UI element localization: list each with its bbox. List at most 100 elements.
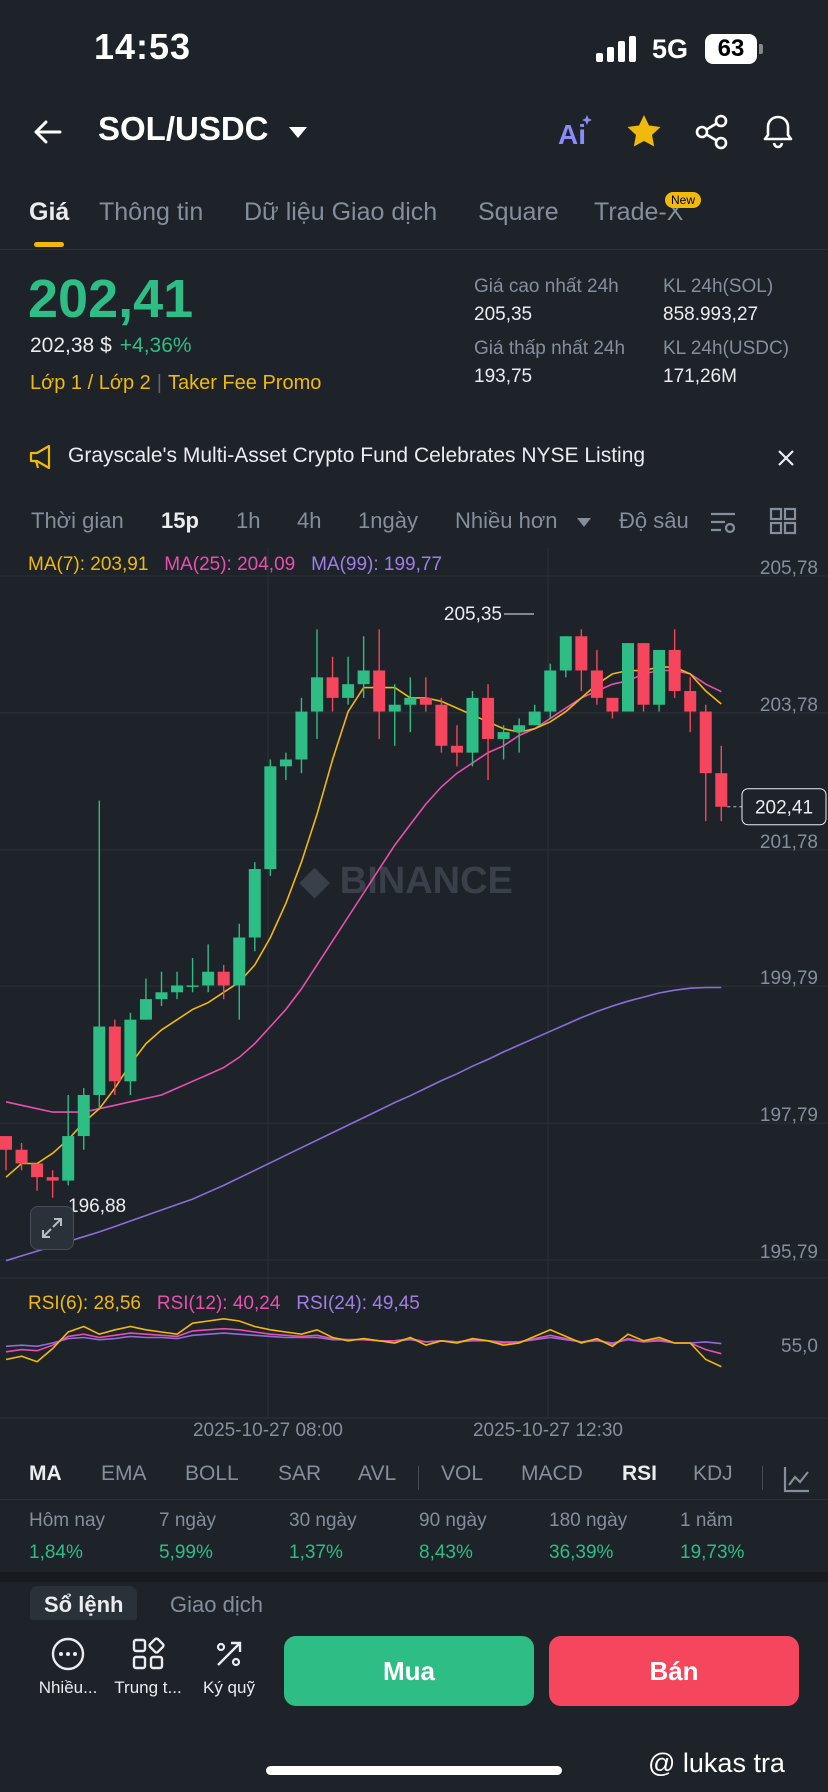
signal-icon — [596, 36, 638, 62]
close-icon[interactable] — [776, 448, 796, 468]
tab-trades[interactable]: Giao dịch — [170, 1592, 263, 1617]
back-arrow-icon[interactable] — [30, 114, 66, 150]
y-tick-label: 205,78 — [760, 558, 818, 579]
stat-high: Giá cao nhất 24h 205,35 — [474, 276, 619, 326]
interval-time[interactable]: Thời gian — [31, 508, 124, 533]
chevron-down-icon[interactable] — [289, 127, 307, 138]
layout-grid-icon[interactable] — [768, 506, 798, 536]
interval-1ngay[interactable]: 1ngày — [358, 508, 418, 533]
ind-rsi[interactable]: RSI — [622, 1462, 658, 1485]
stat-vol-usdc-value: 171,26M — [663, 366, 737, 387]
tab-du-lieu-giao-dich[interactable]: Dữ liệu Giao dịch — [244, 198, 438, 226]
interval-15p[interactable]: 15p — [161, 508, 199, 533]
candle-body — [233, 937, 246, 986]
candle-body — [295, 711, 308, 760]
expand-icon — [42, 1218, 62, 1238]
sell-button[interactable]: Bán — [549, 1636, 799, 1706]
ind-ma[interactable]: MA — [29, 1462, 62, 1485]
interval-more[interactable]: Nhiều hơn — [455, 508, 558, 533]
expand-chart-button[interactable] — [30, 1206, 74, 1250]
ind-avl[interactable]: AVL — [358, 1462, 397, 1485]
interval-depth[interactable]: Độ sâu — [619, 508, 689, 533]
perf-7d: 7 ngày 5,99% — [159, 1510, 216, 1564]
candle-body — [404, 697, 417, 705]
status-bar: 14:53 5G 63 — [0, 0, 828, 100]
interval-4h[interactable]: 4h — [297, 508, 322, 533]
stat-vol-usdc-label: KL 24h(USDC) — [663, 338, 790, 359]
interval-1h[interactable]: 1h — [236, 508, 261, 533]
candle-body — [373, 670, 386, 712]
ind-macd[interactable]: MACD — [521, 1462, 583, 1485]
more-caret-icon[interactable] — [577, 518, 591, 527]
bell-icon[interactable] — [758, 112, 798, 152]
ind-boll[interactable]: BOLL — [185, 1462, 239, 1485]
share-icon[interactable] — [692, 112, 732, 152]
chart-settings-icon[interactable] — [782, 1464, 812, 1494]
star-icon[interactable] — [624, 112, 664, 152]
ind-vol[interactable]: VOL — [441, 1462, 484, 1485]
megaphone-icon — [29, 444, 51, 470]
candlestick-chart[interactable]: ◆ BINANCE 205,78 203,78 201,78 199,79 197,79 1… — [0, 548, 828, 1448]
center-button[interactable]: Trung t... — [111, 1636, 185, 1698]
perf-value: 36,39% — [549, 1542, 614, 1563]
news-banner[interactable]: Grayscale's Multi-Asset Crypto Fund Cele… — [0, 436, 828, 478]
buy-button[interactable]: Mua — [284, 1636, 534, 1706]
candle-body — [419, 697, 432, 705]
stat-low-label: Giá thấp nhất 24h — [474, 338, 626, 359]
rsi12-legend: RSI(12): 40,24 — [156, 1293, 281, 1314]
candle-body — [715, 773, 728, 807]
price-change: +4,36% — [119, 334, 192, 357]
candle-body — [637, 643, 650, 705]
candle-body — [77, 1094, 90, 1137]
rsi-legend: RSI(6): 28,56 RSI(12): 40,24 RSI(24): 49… — [28, 1293, 420, 1315]
candle-body — [559, 636, 572, 671]
pair-title[interactable]: SOL/USDC — [98, 110, 269, 147]
indicator-settings-icon[interactable] — [708, 508, 738, 538]
y-tick-label: 197,79 — [760, 1105, 818, 1126]
tab-gia[interactable]: Giá — [29, 198, 70, 226]
tab-square[interactable]: Square — [478, 198, 559, 226]
candle-body — [62, 1136, 75, 1181]
candle-body — [622, 643, 634, 712]
margin-button[interactable]: Ký quỹ — [192, 1636, 266, 1698]
watermark-text: @ lukas tra — [648, 1748, 785, 1778]
indicator-tabs: MA EMA BOLL SAR AVL VOL MACD RSI KDJ — [0, 1454, 828, 1500]
interval-bar: Thời gian 15p 1h 4h 1ngày Nhiều hơn Độ s… — [0, 500, 828, 544]
tab-thong-tin[interactable]: Thông tin — [99, 198, 204, 226]
ai-icon[interactable]: Ai — [556, 112, 596, 152]
tag-line: Lớp 1 / Lớp 2 | Taker Fee Promo — [30, 372, 321, 395]
perf-label: 30 ngày — [289, 1510, 357, 1531]
taker-fee-tag[interactable]: Taker Fee Promo — [167, 372, 322, 394]
ma-legend: MA(7): 203,91 MA(25): 204,09 MA(99): 199… — [28, 554, 442, 576]
candle-body — [513, 725, 526, 733]
y-tick-label: 199,79 — [760, 968, 818, 989]
candle-body — [466, 697, 479, 753]
news-text[interactable]: Grayscale's Multi-Asset Crypto Fund Cele… — [68, 444, 646, 467]
layer-tag[interactable]: Lớp 1 / Lớp 2 — [30, 372, 151, 394]
stat-vol-sol-label: KL 24h(SOL) — [663, 276, 774, 297]
candle-body — [450, 745, 463, 753]
candle-body — [326, 677, 339, 698]
active-tab-indicator — [34, 242, 64, 247]
candle-body — [388, 704, 401, 712]
header: SOL/USDC Ai — [0, 100, 828, 166]
ind-ema[interactable]: EMA — [101, 1462, 147, 1485]
tab-order-book[interactable]: Sổ lệnh — [30, 1586, 138, 1624]
performance-row: Hôm nay 1,84% 7 ngày 5,99% 30 ngày 1,37% 90… — [0, 1510, 828, 1570]
more-button[interactable]: Nhiều... — [31, 1636, 105, 1698]
perf-value: 1,37% — [289, 1542, 343, 1563]
usd-price: 202,38 $ — [30, 334, 112, 357]
candle-body — [311, 677, 323, 712]
perf-value: 8,43% — [419, 1542, 473, 1563]
candle-body — [590, 670, 603, 698]
candle-body — [15, 1149, 28, 1164]
x-tick-label: 2025-10-27 12:30 — [473, 1420, 623, 1441]
ma7-line — [5, 666, 722, 1178]
ind-kdj[interactable]: KDJ — [693, 1462, 733, 1485]
perf-today: Hôm nay 1,84% — [29, 1510, 105, 1564]
perf-1y: 1 năm 19,73% — [680, 1510, 744, 1564]
new-badge: New — [665, 192, 702, 208]
perf-label: 90 ngày — [419, 1510, 487, 1531]
ind-sar[interactable]: SAR — [278, 1462, 322, 1485]
candle-body — [31, 1163, 44, 1178]
